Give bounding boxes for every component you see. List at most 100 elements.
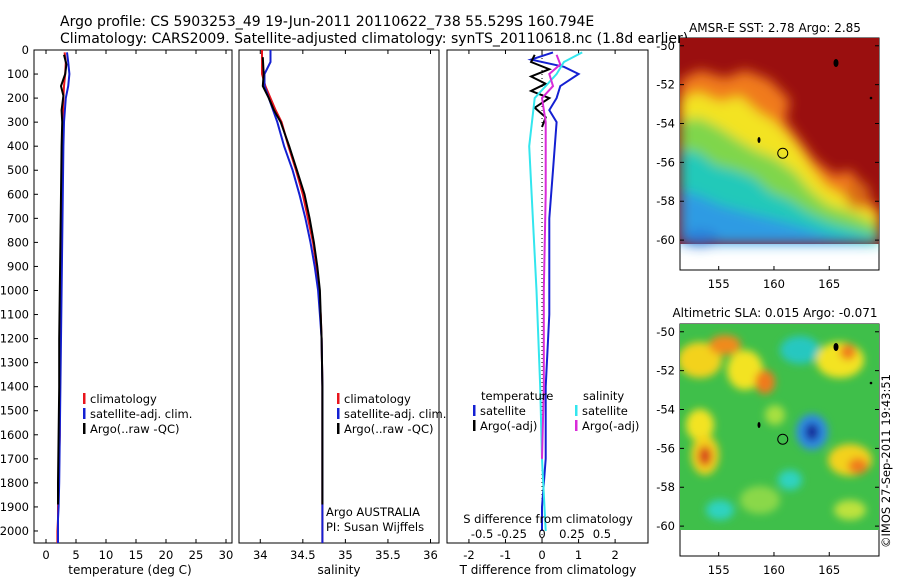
sla-patch <box>686 409 714 441</box>
temperature-axis-label: temperature (deg C) <box>68 563 191 577</box>
sla-patch <box>765 405 785 425</box>
legend-swatch <box>337 423 340 434</box>
temperature-panel: 0100200300400500600700800900100011001200… <box>0 43 233 577</box>
sla-patch <box>698 446 712 466</box>
sst-map-title: AMSR-E SST: 2.78 Argo: 2.85 <box>689 21 861 35</box>
sla-field <box>680 324 879 530</box>
salinity-axis-label: salinity <box>317 563 360 577</box>
x-tick-label: 2 <box>611 548 618 562</box>
y-tick-label: 1000 <box>0 283 29 297</box>
map-x-tick-label: 155 <box>708 563 730 577</box>
s-tick-label: 0 <box>538 527 545 541</box>
x-tick-label: 15 <box>129 548 144 562</box>
salinity-series <box>261 50 324 543</box>
map-y-tick-label: -56 <box>656 155 675 169</box>
t-difference-axis-label: T difference from climatology <box>459 563 637 577</box>
y-tick-label: 200 <box>7 91 29 105</box>
map-y-tick-label: -52 <box>656 364 675 378</box>
series-line-argo-raw-qc- <box>57 54 68 505</box>
salinity-panel: 34 34.5 35 35.5 36 salinity climatologysatel… <box>238 49 446 577</box>
y-tick-label: 100 <box>7 67 29 81</box>
pi-label: PI: Susan Wijffels <box>326 520 424 534</box>
sla-patch <box>709 335 741 355</box>
sla-island-north <box>833 343 839 351</box>
map-y-tick-label: -54 <box>656 403 675 417</box>
y-tick-label: 500 <box>7 163 29 177</box>
map-x-tick-label: 155 <box>708 277 730 291</box>
legend-header-salinity: salinity <box>583 389 624 403</box>
legend-swatch <box>575 405 578 416</box>
sst-cold-eddy <box>682 230 718 246</box>
s-difference-axis-label: S difference from climatology <box>463 512 633 526</box>
sst-profile-marker <box>777 147 789 159</box>
sla-colour-patches <box>680 335 872 520</box>
legend-swatch <box>337 408 340 419</box>
y-tick-label: 1500 <box>0 404 29 418</box>
series-line-satellite <box>527 51 581 531</box>
sst-map-panel: AMSR-E SST: 2.78 Argo: 2.85 -50 -52 -54 -56… <box>656 21 880 291</box>
x-tick-label: 0 <box>42 548 49 562</box>
sla-profile-marker <box>777 433 789 445</box>
y-tick-label: 1100 <box>0 308 29 322</box>
sla-patch <box>816 342 864 378</box>
depth-axis: 0 100 200 300 400 500 600 700 800 900 1000 1100 1200… <box>0 43 38 538</box>
series-line-argo-raw-qc- <box>261 57 324 505</box>
y-tick-label: 1800 <box>0 476 29 490</box>
x-tick-label: 36 <box>423 548 438 562</box>
map-x-tick-label: 165 <box>818 277 840 291</box>
sst-warm-eddy <box>846 181 870 209</box>
y-tick-label: 2000 <box>0 524 29 538</box>
x-tick-label: 34 <box>253 548 268 562</box>
s-tick-label: 0.5 <box>593 527 611 541</box>
s-difference-tick-labels: -0.5 -0.25 0 0.25 0.5 <box>471 527 611 541</box>
sla-map-axes: -50 -52 -54 -56 -58 -60 155 160 165 <box>656 325 879 577</box>
legend-swatch <box>575 420 578 431</box>
x-tick-label: 10 <box>99 548 114 562</box>
legend-label: Argo(..raw -QC) <box>344 422 434 436</box>
legend-swatch <box>473 405 476 416</box>
x-tick-label: 1 <box>575 548 582 562</box>
legend-label: satellite <box>582 404 628 418</box>
figure-title-line-2: Climatology: CARS2009. Satellite-adjuste… <box>60 31 688 47</box>
legend-swatch <box>473 420 476 431</box>
sla-patch <box>805 423 819 441</box>
sla-patch <box>680 342 722 378</box>
temperature-series <box>56 52 71 543</box>
x-tick-label: 34.5 <box>290 548 316 562</box>
legend-label: Argo(..raw -QC) <box>90 422 180 436</box>
legend-swatch <box>83 408 86 419</box>
map-y-tick-label: -50 <box>656 39 675 53</box>
y-tick-label: 600 <box>7 187 29 201</box>
map-x-tick-label: 160 <box>763 277 785 291</box>
difference-plot-frame <box>446 49 649 544</box>
sla-patch <box>755 370 775 394</box>
map-y-tick-label: -58 <box>656 480 675 494</box>
imos-timestamp: ©IMOS 27-Sep-2011 19:43:51 <box>879 374 893 548</box>
x-tick-label: 35 <box>338 548 353 562</box>
map-y-tick-label: -52 <box>656 78 675 92</box>
x-tick-label: 0 <box>538 548 545 562</box>
sst-map-axes: -50 -52 -54 -56 -58 -60 155 160 165 <box>656 39 879 291</box>
sla-patch <box>848 458 868 474</box>
salinity-plot-frame <box>238 49 440 544</box>
difference-series <box>527 51 583 532</box>
map-x-tick-label: 160 <box>763 563 785 577</box>
s-tick-label: 0.25 <box>559 527 585 541</box>
legend-swatch <box>337 393 340 404</box>
x-tick-label: 20 <box>159 548 174 562</box>
temperature-plot-frame <box>33 49 233 544</box>
s-tick-label: -0.5 <box>471 527 493 541</box>
y-tick-label: 300 <box>7 115 29 129</box>
x-tick-label: 30 <box>219 548 234 562</box>
map-y-tick-label: -60 <box>656 519 675 533</box>
sla-patch <box>727 350 763 390</box>
y-tick-label: 1400 <box>0 380 29 394</box>
sst-blue-band <box>680 190 879 244</box>
y-tick-label: 1200 <box>0 332 29 346</box>
sla-island-west <box>757 422 761 428</box>
sla-island-east <box>869 381 873 385</box>
difference-panel: -2 -1 0 1 2 T difference from climatology S … <box>446 49 649 577</box>
legend-label: satellite-adj. clim. <box>90 407 192 421</box>
legend-label: satellite <box>480 404 526 418</box>
